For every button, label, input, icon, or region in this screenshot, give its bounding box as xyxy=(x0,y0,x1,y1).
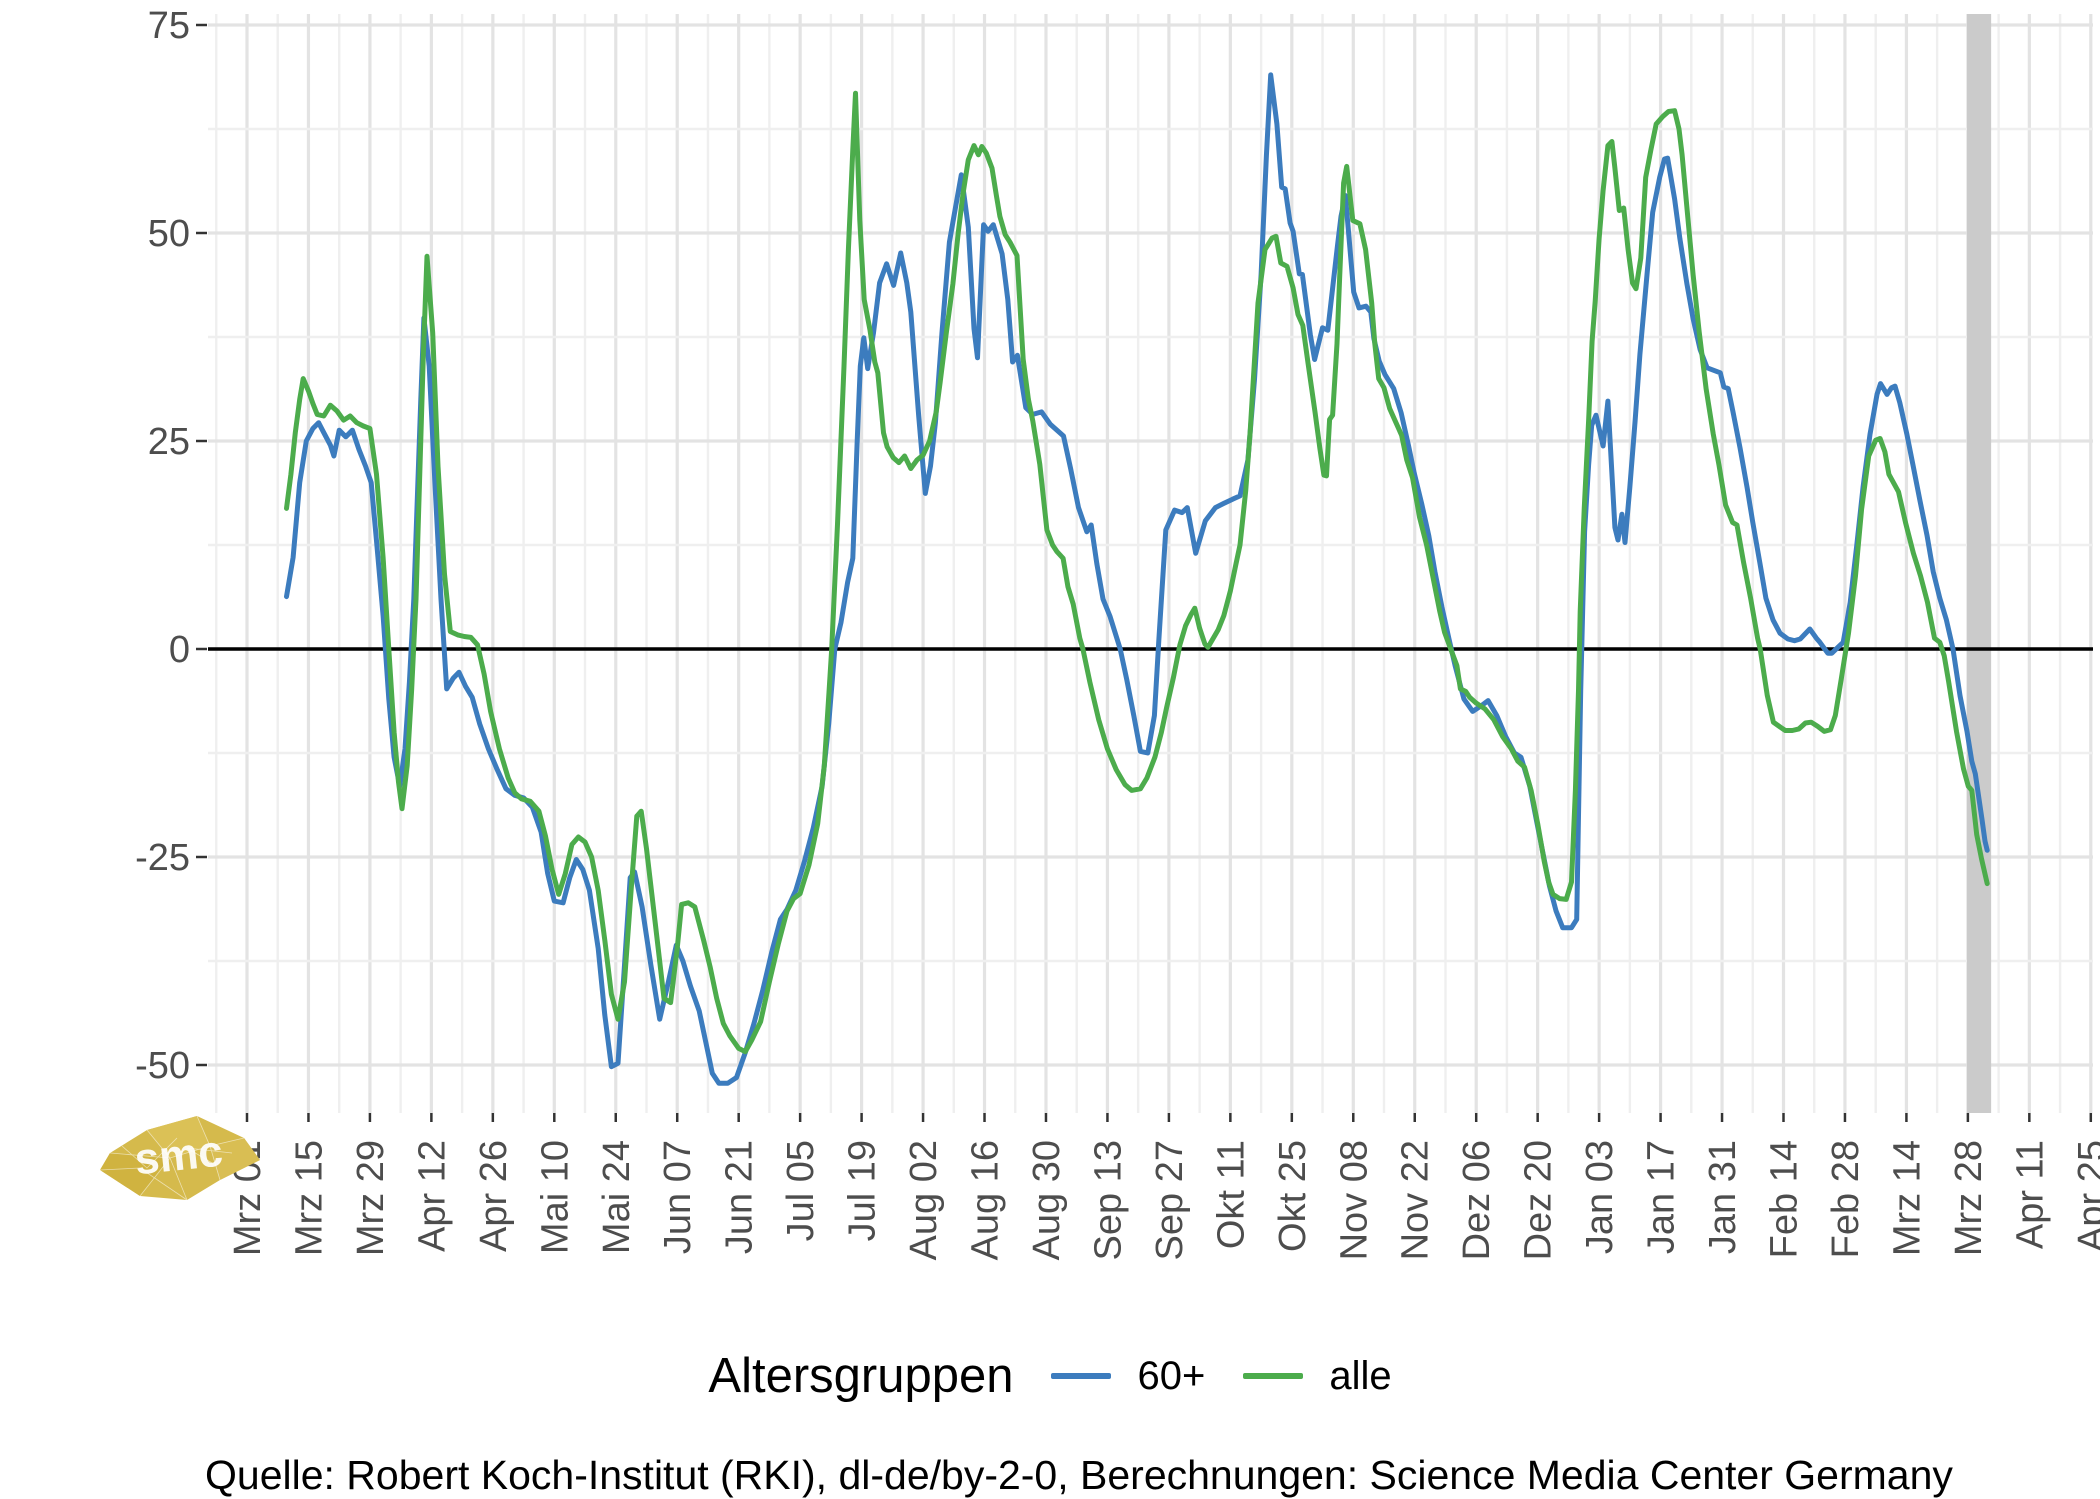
smc-logo: smc xyxy=(99,1115,260,1201)
x-tick-label: Mrz 29 xyxy=(350,1140,392,1256)
legend-swatch-60+ xyxy=(1051,1373,1112,1379)
smc-logo-text: smc xyxy=(132,1127,225,1185)
x-tick-label: Dez 06 xyxy=(1456,1140,1498,1260)
series-line-alle xyxy=(284,90,1990,1055)
legend-label: 60+ xyxy=(1137,1353,1206,1398)
legend-item-60+: 60+ xyxy=(1051,1354,1205,1399)
legend-title: Altersgruppen xyxy=(708,1349,1014,1403)
x-tick-label: Apr 25 xyxy=(2071,1140,2100,1252)
y-tick-label: -25 xyxy=(135,837,190,879)
x-tick-label: Apr 12 xyxy=(411,1140,453,1252)
x-tick-label: Jun 21 xyxy=(719,1140,761,1254)
y-tick-label: 50 xyxy=(148,213,190,255)
x-tick-label: Jan 03 xyxy=(1579,1140,1621,1254)
y-tick-label: 0 xyxy=(169,629,190,671)
x-tick-label: Jun 07 xyxy=(657,1140,699,1254)
x-tick-label: Mai 10 xyxy=(534,1140,576,1254)
x-tick-label: Jan 31 xyxy=(1702,1140,1744,1254)
series-line-60+ xyxy=(284,72,1990,1086)
smc-logo-shape: smc xyxy=(99,1115,260,1201)
source-attribution: Quelle: Robert Koch-Institut (RKI), dl-d… xyxy=(205,1452,1953,1498)
x-tick-label: Sep 27 xyxy=(1149,1140,1191,1260)
recent-data-band xyxy=(1967,14,1992,1113)
x-tick-label: Mrz 14 xyxy=(1886,1140,1928,1256)
x-tick-label: Jul 05 xyxy=(780,1140,822,1241)
x-tick-label: Feb 28 xyxy=(1825,1140,1867,1258)
legend: Altersgruppen 60+ alle xyxy=(0,1348,2100,1404)
x-tick-label: Nov 08 xyxy=(1333,1140,1375,1260)
x-tick-label: Mrz 15 xyxy=(288,1140,330,1256)
y-tick-label: 25 xyxy=(148,421,190,463)
x-tick-label: Nov 22 xyxy=(1395,1140,1437,1260)
x-tick-label: Sep 13 xyxy=(1087,1140,1129,1260)
x-tick-label: Mai 24 xyxy=(596,1140,638,1254)
x-tick-label: Jan 17 xyxy=(1641,1140,1683,1254)
x-tick-label: Aug 02 xyxy=(903,1140,945,1260)
legend-item-alle: alle xyxy=(1243,1353,1392,1399)
x-tick-label: Aug 16 xyxy=(965,1140,1007,1260)
x-tick-label: Okt 25 xyxy=(1272,1140,1314,1252)
legend-label: alle xyxy=(1329,1353,1392,1398)
y-tick-label: -50 xyxy=(135,1045,190,1087)
y-tick-label: 75 xyxy=(148,5,190,47)
x-tick-label: Dez 20 xyxy=(1518,1140,1560,1260)
x-tick-label: Apr 11 xyxy=(2009,1140,2051,1249)
y-axis-title: Wachstum der neu bestätigten Fälle zum j… xyxy=(8,0,128,1140)
x-tick-label: Jul 19 xyxy=(842,1140,884,1241)
x-tick-label: Mrz 28 xyxy=(1948,1140,1990,1256)
legend-swatch-alle xyxy=(1243,1373,1304,1379)
plot-panel xyxy=(208,14,2093,1113)
x-tick-label: Aug 30 xyxy=(1026,1140,1068,1260)
x-tick-label: Apr 26 xyxy=(473,1140,515,1252)
x-tick-label: Okt 11 xyxy=(1210,1140,1252,1249)
x-tick-label: Feb 14 xyxy=(1764,1140,1806,1258)
